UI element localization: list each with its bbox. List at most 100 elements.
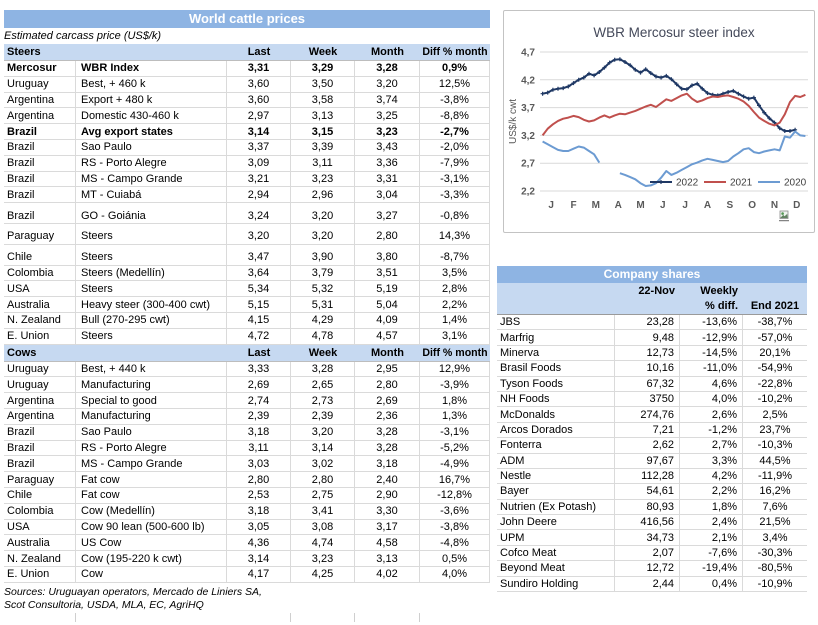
month-cell: 3,23 (355, 124, 420, 139)
month-cell: 4,58 (355, 535, 420, 551)
diff-cell: -3,1% (420, 424, 490, 440)
last-cell: 3,47 (227, 249, 291, 265)
last-cell: 3,60 (227, 92, 291, 108)
company-name-cell: UPM (497, 530, 615, 545)
spec-cell: Steers (76, 228, 227, 244)
sources-note: Sources: Uruguayan operators, Mercado de… (4, 583, 490, 612)
last-cell: 3,03 (227, 456, 291, 472)
spec-cell: Best, + 440 k (76, 361, 227, 377)
week-cell: 3,90 (291, 249, 355, 265)
last-cell: 3,14 (227, 551, 291, 566)
share-price-cell: 112,28 (615, 468, 680, 484)
weekly-label-line1: Weekly (700, 285, 738, 297)
country-cell: Paraguay (4, 228, 76, 244)
month-cell: 2,80 (355, 377, 420, 393)
price-row: Uruguay Best, + 460 k 3,60 3,50 3,20 12,5% (4, 76, 490, 93)
price-row: Argentina Special to good 2,74 2,73 2,69 1,8% (4, 393, 490, 409)
weekly-diff-cell: -14,5% (680, 345, 743, 361)
week-cell: 3,13 (291, 108, 355, 124)
end2021-cell: 20,1% (759, 346, 791, 359)
month-cell: 2,95 (355, 361, 420, 377)
price-row: Brazil Sao Paulo 3,18 3,20 3,28 -3,1% (4, 424, 490, 441)
company-shares-title: Company shares (497, 266, 807, 283)
price-row: Colombia Steers (Medellín) 3,64 3,79 3,51 3,5… (4, 265, 490, 282)
week-cell: 2,73 (291, 393, 355, 408)
price-row: Brazil MS - Campo Grande 3,21 3,23 3,31 -3,1% (4, 171, 490, 188)
column-tick (75, 612, 76, 622)
diff-cell: -2,7% (420, 124, 490, 139)
end2021-cell: -80,5% (757, 562, 793, 575)
country-cell: Brazil (4, 139, 76, 155)
diff-cell: 1,8% (420, 393, 490, 408)
month-cell: 3,17 (355, 519, 420, 535)
company-row: Sundiro Holding 2,44 0,4% -10,9% (497, 576, 807, 593)
country-cell: Brazil (4, 171, 76, 187)
last-cell: 3,18 (227, 424, 291, 440)
spec-cell: Avg export states (76, 124, 227, 139)
share-price-cell: 54,61 (615, 484, 680, 499)
month-cell: 2,69 (355, 393, 420, 408)
weekly-diff-cell: -19,4% (680, 561, 743, 576)
diff-cell: 0,5% (420, 551, 490, 566)
price-row: Chile Fat cow 2,53 2,75 2,90 -12,8% (4, 487, 490, 504)
last-cell: 5,15 (227, 297, 291, 312)
svg-text:US$/k cwt: US$/k cwt (508, 99, 519, 144)
diff-cell: 0,9% (420, 61, 490, 76)
spacer-cell (76, 244, 227, 250)
end2021-cell: 2,5% (762, 408, 788, 421)
share-price-cell: 274,76 (615, 407, 680, 422)
spacer-row (4, 244, 490, 250)
company-name-cell: John Deere (497, 515, 615, 530)
country-cell: Mercosur (4, 61, 76, 76)
diff-cell: -0,8% (420, 208, 490, 223)
month-cell: 3,18 (355, 456, 420, 472)
cows-header-row: Cows Last Week Month Diff % month (4, 344, 490, 362)
weekly-diff-cell: -13,6% (680, 315, 743, 330)
country-cell: E. Union (4, 328, 76, 344)
month-cell: 2,80 (355, 228, 420, 244)
diff-cell: -8,7% (420, 249, 490, 265)
spec-cell: Steers (76, 328, 227, 344)
country-cell: Australia (4, 535, 76, 551)
month-cell: 3,30 (355, 503, 420, 519)
end2021-cell: 3,4% (762, 531, 788, 544)
svg-text:A: A (615, 200, 622, 211)
world-cattle-prices-panel: World cattle prices Estimated carcass pr… (4, 10, 490, 622)
column-header-diff: Diff % month (422, 346, 488, 359)
last-cell: 3,37 (227, 139, 291, 155)
svg-text:M: M (636, 200, 644, 211)
spec-cell: Special to good (76, 393, 227, 408)
share-price-cell: 10,16 (615, 361, 680, 376)
week-cell: 5,31 (291, 297, 355, 312)
spacer-cell (291, 223, 355, 229)
country-cell: Argentina (4, 108, 76, 124)
last-cell: 5,34 (227, 281, 291, 297)
country-cell: N. Zealand (4, 551, 76, 566)
svg-text:3,2: 3,2 (521, 131, 535, 142)
diff-cell: 4,0% (420, 566, 490, 582)
column-header-weekly: Weekly % diff. (680, 283, 743, 314)
company-row: ADM 97,67 3,3% 44,5% (497, 453, 807, 469)
spec-cell: Heavy steer (300-400 cwt) (76, 297, 227, 312)
steer-index-chart-panel: 4,7 4,2 3,7 3,2 2,7 2,2 J F M A M J J A S O N D WBR Mercos… (503, 10, 815, 233)
company-name-cell: Brasil Foods (497, 361, 615, 376)
company-row: Cofco Meat 2,07 -7,6% -30,3% (497, 545, 807, 562)
company-name-cell: JBS (497, 315, 615, 330)
price-row: Brazil RS - Porto Alegre 3,09 3,11 3,36 -7,9% (4, 155, 490, 172)
diff-cell: -8,8% (420, 108, 490, 124)
month-cell: 3,27 (355, 208, 420, 223)
week-cell: 3,41 (291, 503, 355, 519)
week-cell: 3,50 (291, 76, 355, 92)
column-header-month: Month (371, 46, 404, 58)
country-cell: Australia (4, 297, 76, 312)
diff-cell: -3,3% (420, 187, 490, 203)
month-cell: 3,43 (355, 139, 420, 155)
company-name-cell: Sundiro Holding (497, 576, 615, 592)
company-name-cell: Tyson Foods (497, 376, 615, 391)
week-cell: 5,32 (291, 281, 355, 297)
country-cell: Brazil (4, 155, 76, 171)
month-cell: 3,04 (355, 187, 420, 203)
price-row: Colombia Cow (Medellín) 3,18 3,41 3,30 -3,6% (4, 503, 490, 520)
share-price-cell: 3750 (615, 391, 680, 407)
